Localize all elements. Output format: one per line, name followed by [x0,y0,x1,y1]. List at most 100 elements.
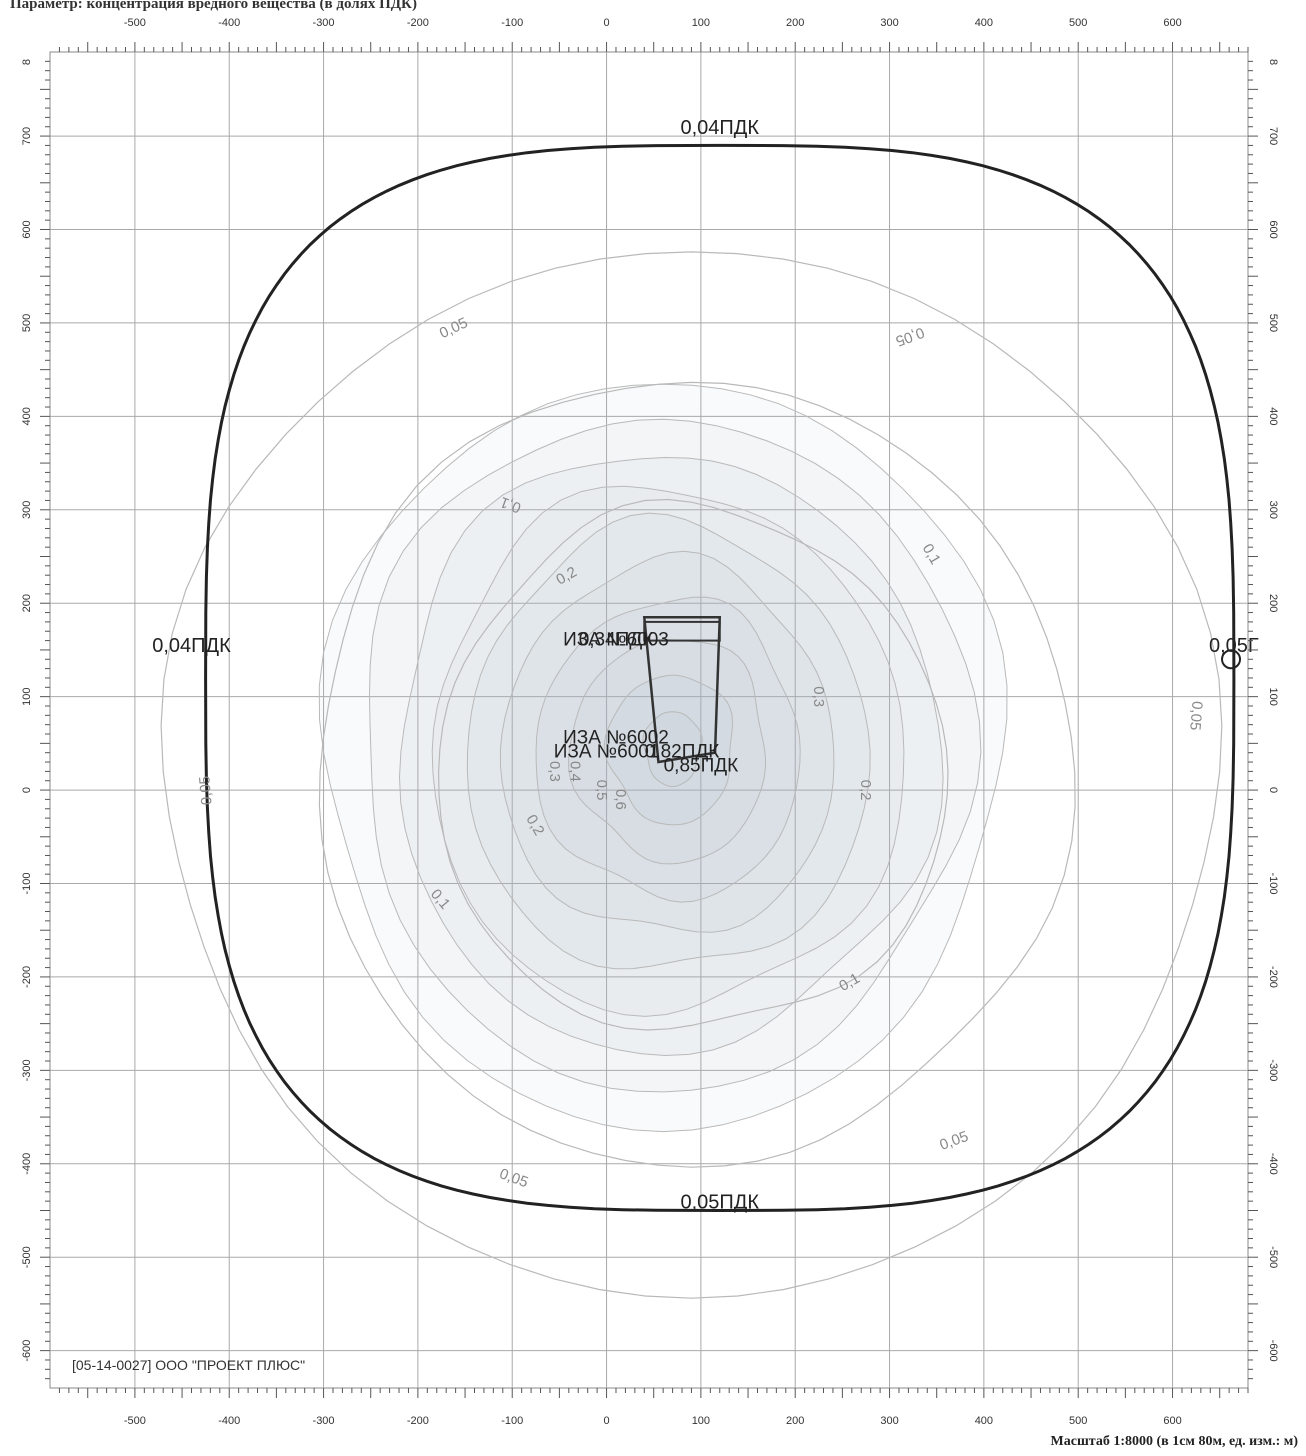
boundary-label: 0,04ПДК [680,117,759,139]
isoline-label: 0,4 [567,761,584,782]
isoline [431,485,905,1017]
source-label: ИЗА №6001 [554,741,660,762]
isoline-label: 0,05 [1186,700,1205,731]
isoline [318,381,1076,1168]
isoline [642,711,703,788]
isoline [318,383,1008,1133]
x-tick-label-bottom: 200 [786,1415,804,1427]
y-tick-label-right: -600 [1267,1340,1279,1362]
concentration-fill [318,383,1008,1133]
y-tick-label-right: 0 [1267,787,1279,793]
x-tick-label-top: 200 [786,17,804,29]
y-tick-label-corner: 8 [1267,59,1279,65]
scale-note: Масштаб 1:8000 (в 1см 80м, ед. изм.: м) [1050,1434,1298,1449]
y-tick-label-right: -500 [1267,1246,1279,1268]
boundary-layer [204,143,1242,1213]
x-tick-label-bottom: 600 [1163,1415,1181,1427]
y-tick-label-corner: 8 [21,59,33,65]
source-rect [643,620,721,642]
source-label: 0,85ПДК [664,755,739,776]
isoline-label: 0,05 [497,1165,530,1191]
y-tick-label-right: 100 [1267,687,1279,705]
x-tick-label-top: 0 [603,17,609,29]
isoline-label: 0,05 [196,775,215,806]
source-label: 0,34ПДК [579,629,654,650]
y-tick-label-left: -500 [21,1246,33,1268]
y-tick-label-left: 400 [21,407,33,425]
isoline-label: 0,3 [546,761,563,782]
isoline [466,512,871,970]
x-tick-label-bottom: -300 [313,1415,335,1427]
y-tick-label-right: -200 [1267,966,1279,988]
y-tick-label-left: 0 [21,787,33,793]
x-tick-label-bottom: 500 [1069,1415,1087,1427]
source-label: ИЗА №6003 [563,629,669,650]
isoline [535,596,801,903]
isoline-label: 0,6 [612,789,629,810]
isoline [368,418,982,1093]
isoline-label: 0,2 [857,780,874,801]
isoline-label: 0,05 [893,324,926,350]
isoline-label: 0,05 [937,1128,970,1154]
boundary-label: 0,04ПДК [152,635,231,657]
y-tick-label-left: 300 [21,501,33,519]
y-tick-label-left: 500 [21,314,33,332]
source-label: 0,82ПДК [645,741,720,762]
isoline-label: 0,1 [498,493,523,516]
y-tick-label-left: -300 [21,1059,33,1081]
x-tick-label-top: -400 [218,17,240,29]
x-tick-label-bottom: 300 [880,1415,898,1427]
map-heading: Параметр: концентрация вредного вещества… [10,0,417,12]
boundary-point-marker [1221,649,1242,670]
isoline-label: 0,05 [437,314,471,342]
y-tick-label-right: 300 [1267,501,1279,519]
y-tick-label-left: -600 [21,1340,33,1362]
boundary-contour [204,143,1236,1213]
source-label: ИЗА №6002 [563,727,669,748]
x-tick-label-bottom: -200 [407,1415,429,1427]
organization-label: [05-14-0027] ООО "ПРОЕКТ ПЛЮС" [72,1357,305,1373]
y-tick-label-left: 700 [21,127,33,145]
isoline [437,498,949,1031]
y-tick-label-left: -200 [21,966,33,988]
y-tick-label-left: -400 [21,1153,33,1175]
y-tick-label-left: 100 [21,687,33,705]
x-tick-label-top: -100 [501,17,523,29]
x-tick-label-bottom: 100 [692,1415,710,1427]
y-tick-label-right: 400 [1267,407,1279,425]
axis-ticks-layer: -500 -500 -400 -400 -300 -300 -200 -200 -100 -100… [21,17,1279,1427]
grid-layer [49,51,1249,1389]
x-tick-label-top: 400 [975,17,993,29]
isoline [499,550,835,933]
y-tick-label-right: -300 [1267,1059,1279,1081]
x-tick-label-bottom: 0 [603,1415,609,1427]
source-contour [642,615,722,764]
x-tick-label-top: 100 [692,17,710,29]
y-tick-label-right: 700 [1267,127,1279,145]
source-shapes [642,615,722,764]
isoline [398,456,944,1057]
x-tick-label-top: 600 [1163,17,1181,29]
y-tick-label-left: -100 [21,872,33,894]
y-tick-label-right: 200 [1267,594,1279,612]
x-tick-label-top: -500 [124,17,146,29]
y-tick-label-right: -400 [1267,1153,1279,1175]
isoline [603,674,734,826]
y-tick-label-left: 600 [21,220,33,238]
x-tick-label-top: 300 [880,17,898,29]
x-tick-label-top: -200 [407,17,429,29]
boundary-label: 0,05Г [1209,635,1259,657]
y-tick-label-right: 500 [1267,314,1279,332]
x-tick-label-top: 500 [1069,17,1087,29]
y-tick-label-right: -100 [1267,872,1279,894]
x-tick-label-bottom: 400 [975,1415,993,1427]
x-tick-label-bottom: -500 [124,1415,146,1427]
isoline-label: 0,3 [810,686,827,707]
x-tick-label-top: -300 [313,17,335,29]
x-tick-label-bottom: -100 [501,1415,523,1427]
boundary-label: 0,05ПДК [680,1192,759,1214]
map-frame [49,51,1249,1389]
x-tick-label-bottom: -400 [218,1415,240,1427]
isoline-label: 0,5 [593,780,610,801]
